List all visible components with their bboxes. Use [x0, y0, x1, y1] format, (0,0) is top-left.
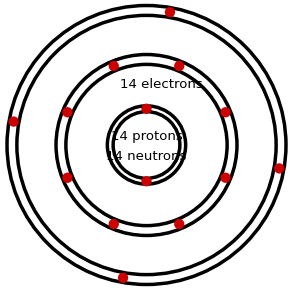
- Point: [65, 175, 70, 180]
- Point: [144, 179, 149, 184]
- Point: [223, 175, 228, 180]
- Text: 14 protons: 14 protons: [111, 130, 182, 143]
- Point: [11, 119, 16, 124]
- Point: [223, 110, 228, 115]
- Text: 14 neutrons: 14 neutrons: [106, 150, 187, 163]
- Text: 14 electrons: 14 electrons: [120, 78, 202, 90]
- Point: [177, 222, 182, 226]
- Point: [277, 166, 282, 171]
- Point: [144, 106, 149, 111]
- Point: [121, 276, 125, 280]
- Point: [111, 222, 116, 226]
- Point: [111, 64, 116, 68]
- Point: [177, 64, 182, 68]
- Point: [65, 110, 70, 115]
- Point: [168, 10, 172, 14]
